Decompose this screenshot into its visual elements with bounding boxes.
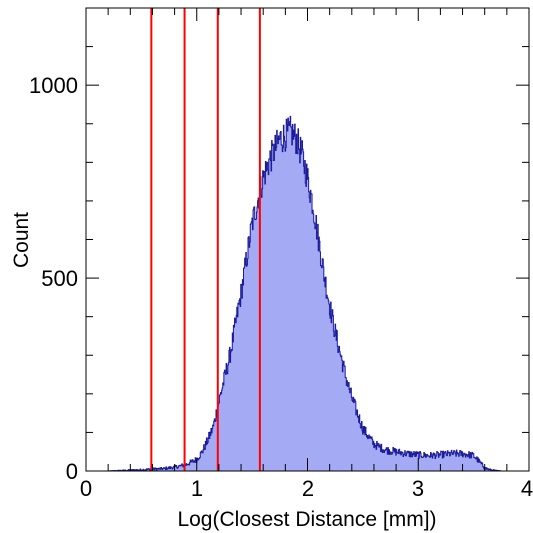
x-tick-label-4: 4 [521,476,533,501]
vertical-lines-layer [150,8,261,471]
histogram-fill-layer [107,115,502,472]
y-tick-label-0: 0 [66,459,78,484]
x-tick-label-1: 1 [191,476,203,501]
plot-frame [85,7,530,472]
histogram-area [108,116,502,471]
y-axis-title: Count [10,212,33,268]
x-tick-label-3: 3 [412,476,424,501]
histogram-outline [107,115,502,472]
x-tick-label-2: 2 [302,476,314,501]
y-tick-label-1000: 1000 [29,73,78,98]
y-tick-label-500: 500 [41,266,78,291]
x-axis-title: Log(Closest Distance [mm]) [177,508,436,531]
x-tick-label-0: 0 [80,476,92,501]
